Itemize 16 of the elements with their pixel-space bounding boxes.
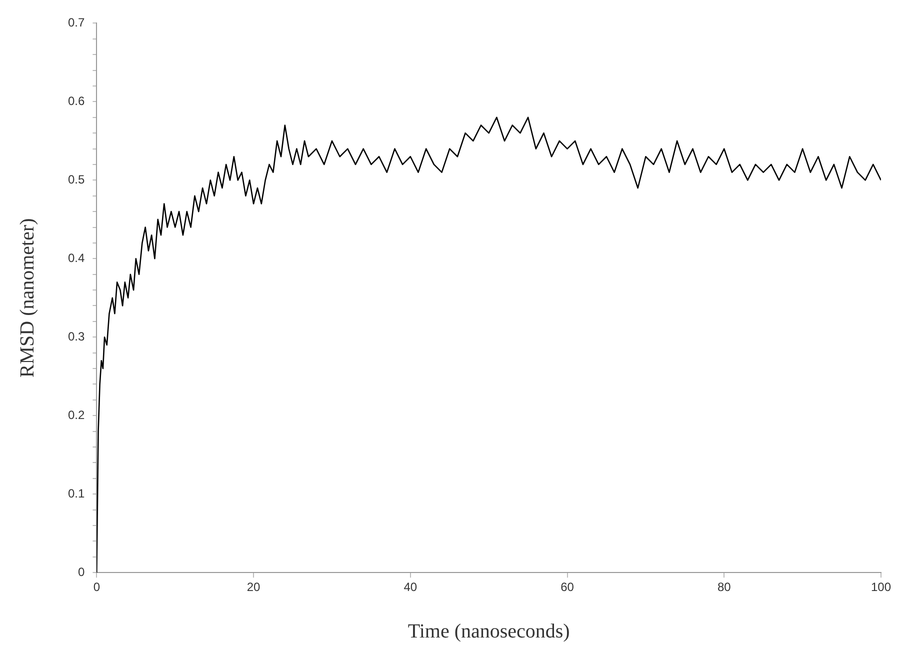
x-axis-title: Time (nanoseconds) <box>408 620 570 642</box>
x-tick-label: 60 <box>560 580 574 594</box>
y-tick-label: 0.7 <box>68 16 85 30</box>
x-tick-label: 40 <box>404 580 418 594</box>
y-tick-label: 0.3 <box>68 329 85 344</box>
y-axis-title: RMSD (nanometer) <box>16 218 38 378</box>
y-tick-label: 0 <box>78 564 85 579</box>
x-tick-label: 20 <box>246 580 261 594</box>
x-tick-label: 80 <box>717 580 732 594</box>
y-tick-label: 0.5 <box>68 172 85 186</box>
y-tick-label: 0.1 <box>68 486 85 500</box>
x-tick-label: 0 <box>93 580 100 594</box>
x-tick-label: 100 <box>870 580 892 594</box>
y-tick-label: 0.2 <box>68 408 85 422</box>
y-tick-label: 0.6 <box>68 94 85 108</box>
y-tick-label: 0.4 <box>68 250 85 265</box>
